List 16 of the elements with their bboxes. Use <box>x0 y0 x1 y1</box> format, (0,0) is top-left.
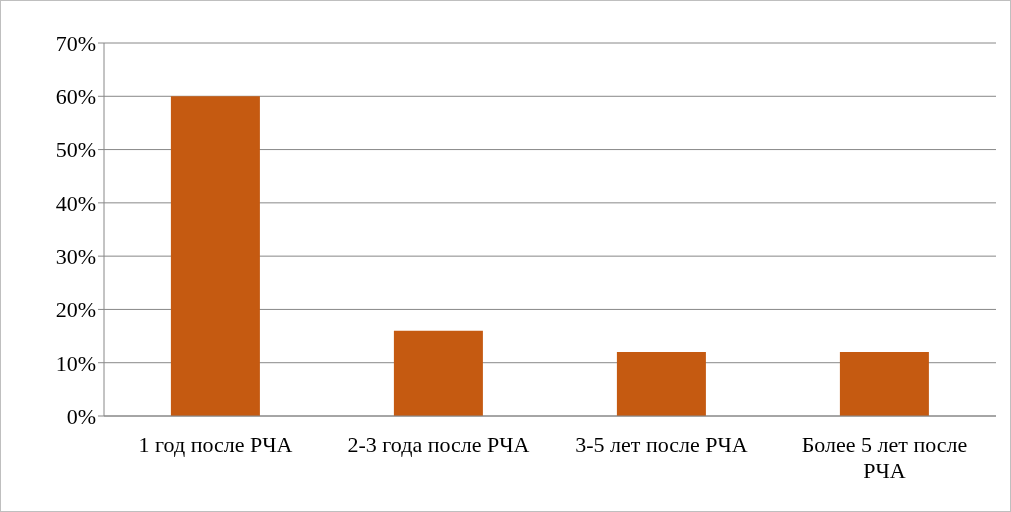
x-tick-label: 3-5 лет после РЧА <box>575 431 748 457</box>
bar <box>393 330 483 416</box>
x-tick-label: 1 год после РЧА <box>138 431 293 457</box>
x-tick-label: 2-3 года после РЧА <box>347 431 530 457</box>
y-tick-label: 20% <box>55 297 96 323</box>
y-tick-label: 30% <box>55 243 96 269</box>
y-tick-label: 50% <box>55 137 96 163</box>
x-tick-label: Более 5 лет после РЧА <box>801 431 968 484</box>
bar <box>170 96 260 416</box>
y-tick-label: 70% <box>55 30 96 56</box>
y-tick-label: 10% <box>55 350 96 376</box>
y-tick-label: 60% <box>55 84 96 110</box>
bar <box>839 352 929 416</box>
y-tick-label: 40% <box>55 190 96 216</box>
bar <box>616 352 706 416</box>
y-tick-label: 0% <box>66 403 96 429</box>
